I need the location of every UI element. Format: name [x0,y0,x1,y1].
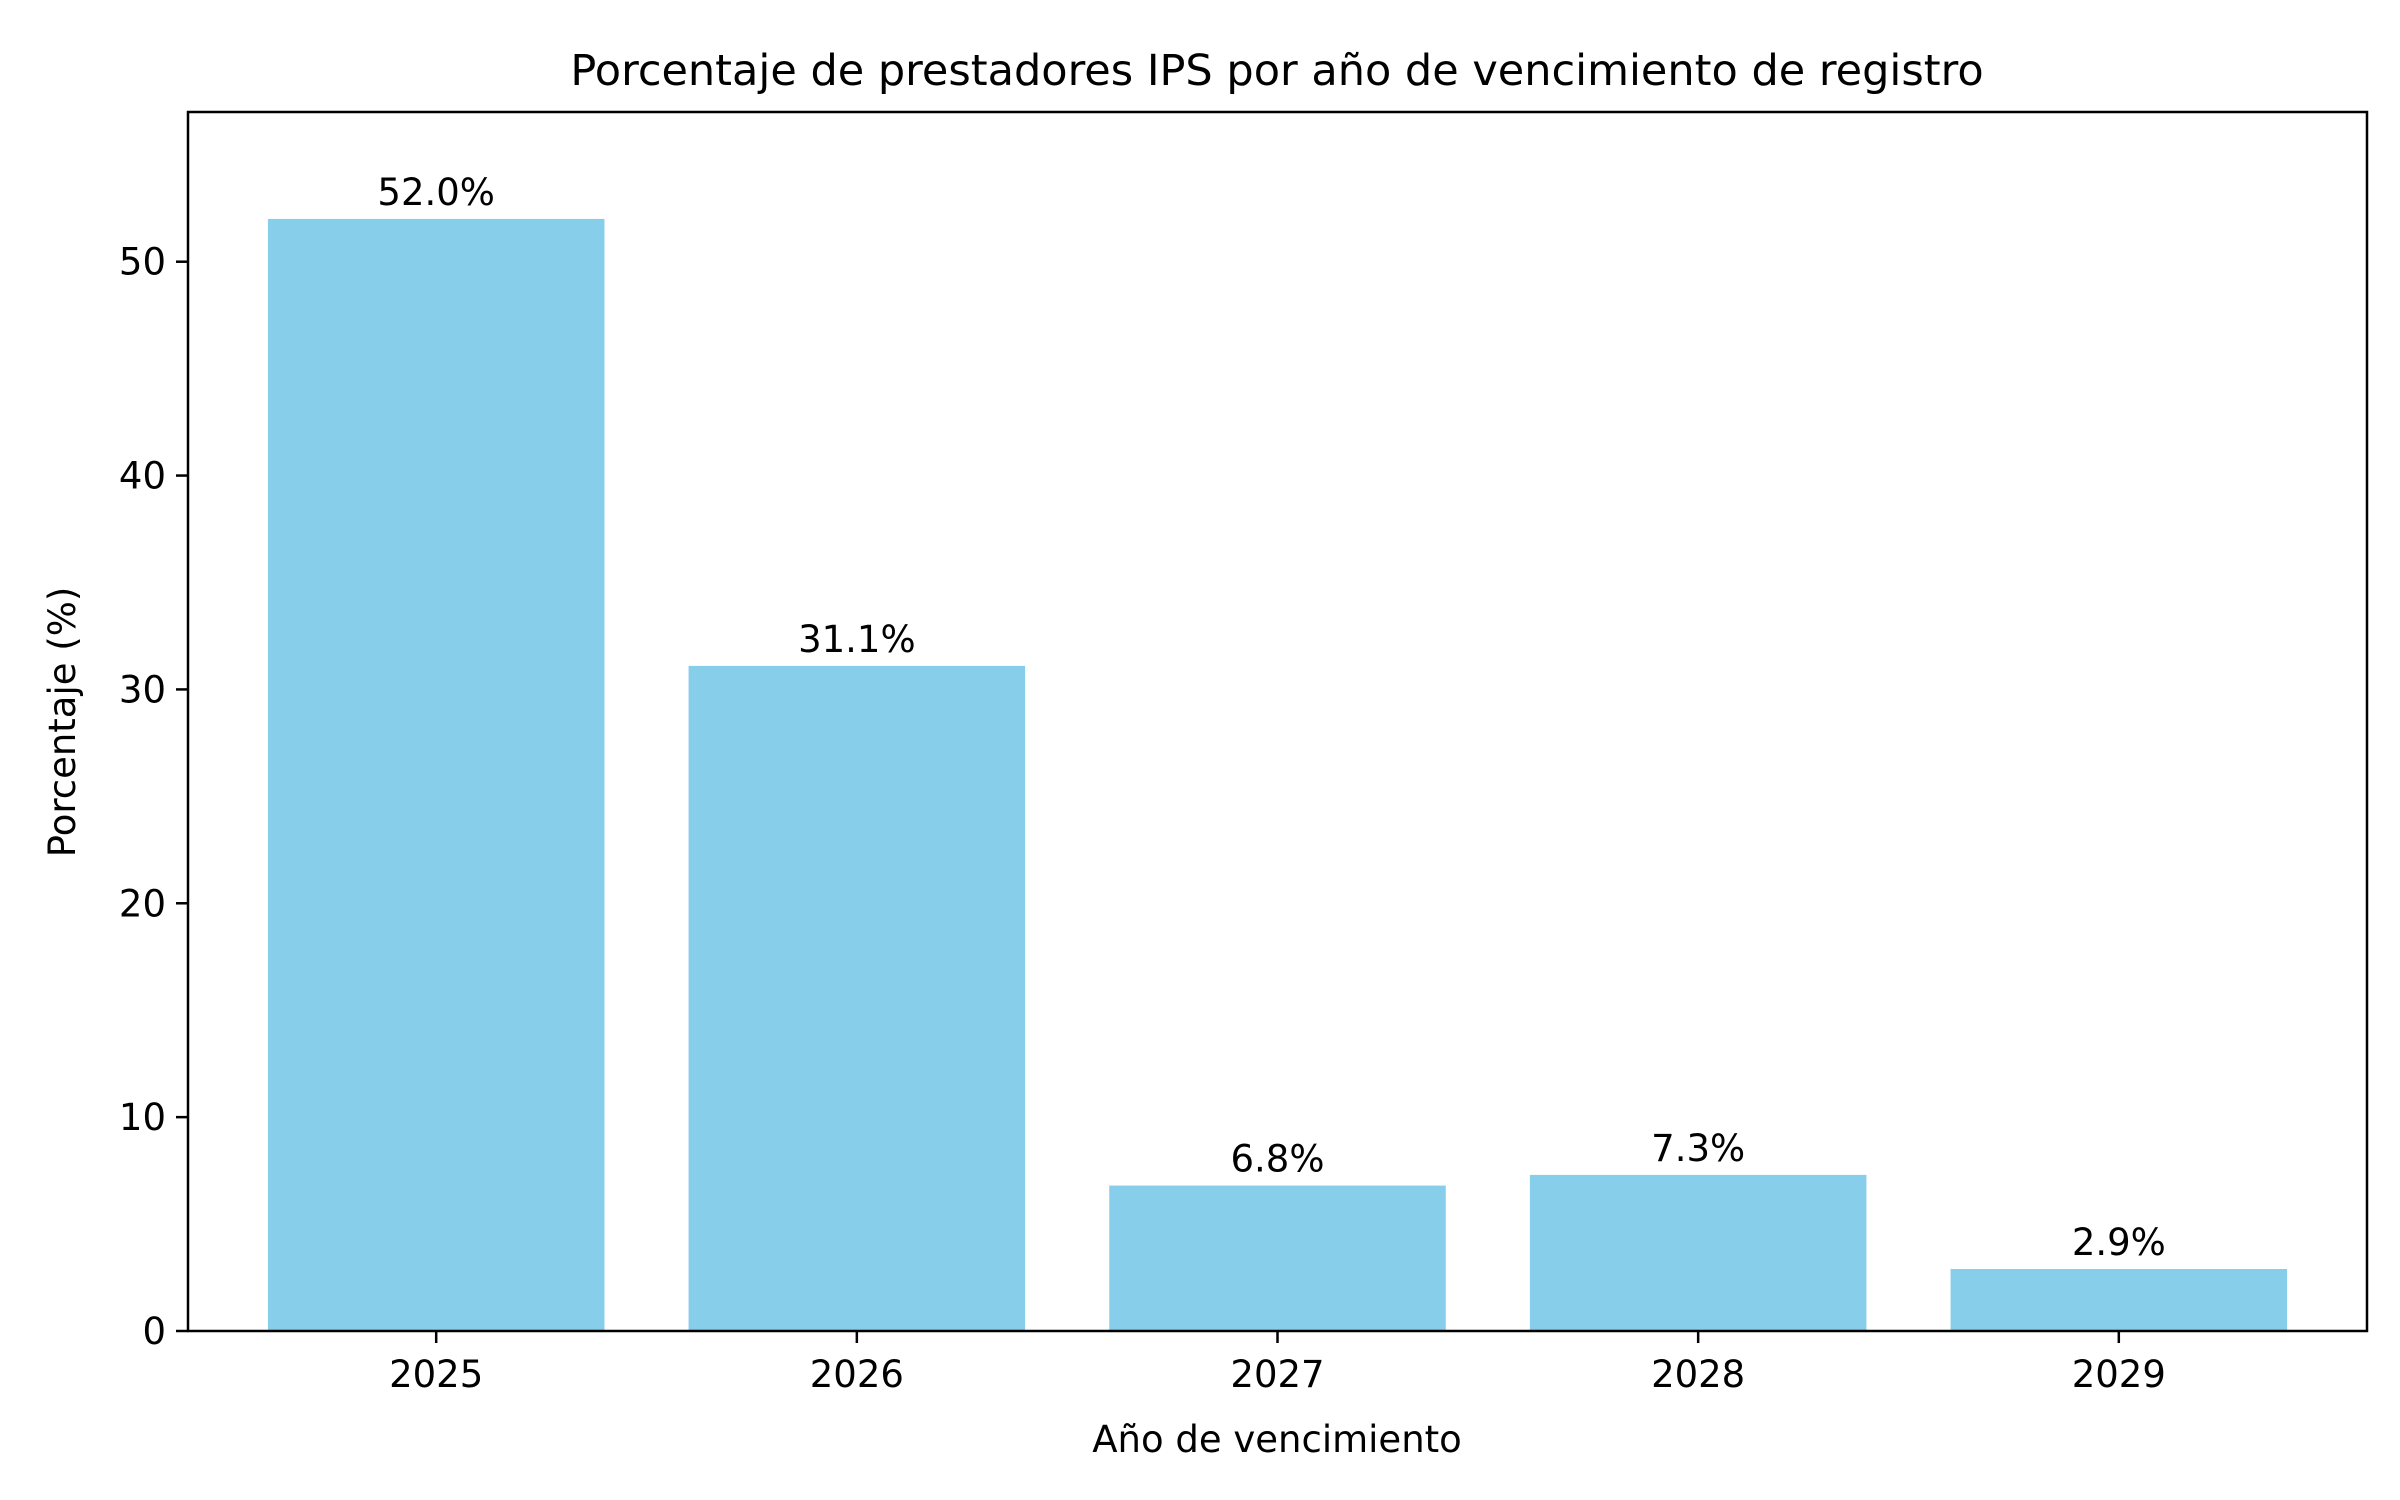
x-tick-label-2029: 2029 [2072,1353,2166,1396]
plot-frame [186,110,2369,1333]
bar-2026 [688,665,1026,1331]
chart-title: Porcentaje de prestadores IPS por año de… [570,46,1983,96]
y-tick-label-10: 10 [119,1096,166,1139]
y-axis-label: Porcentaje (%) [41,587,84,858]
y-tick-label-40: 40 [119,455,166,498]
x-tick-label-2026: 2026 [810,1353,904,1396]
y-tick-label-0: 0 [142,1310,166,1353]
x-tick-label-2028: 2028 [1651,1353,1745,1396]
data-labels-group: 52.0% 31.1% 6.8% 7.3% 2.9% [377,171,2165,1264]
x-axis-label: Año de vencimiento [1092,1418,1462,1461]
x-tick-label-2025: 2025 [389,1353,483,1396]
y-tick-label-20: 20 [119,882,166,925]
data-label-2029: 2.9% [2072,1221,2166,1264]
data-label-2028: 7.3% [1651,1127,1745,1170]
x-axis: 2025 2026 2027 2028 2029 [389,1331,2166,1396]
bars-group [267,218,2288,1332]
y-axis: 0 10 20 30 40 50 [119,241,188,1353]
x-tick-label-2027: 2027 [1230,1353,1324,1396]
data-label-2026: 31.1% [798,618,916,661]
bar-2025 [267,218,605,1332]
data-label-2025: 52.0% [377,171,495,214]
bar-2029 [1950,1268,2288,1331]
bar-2028 [1529,1174,1867,1331]
bar-2027 [1109,1185,1446,1331]
y-tick-label-50: 50 [119,241,166,284]
y-tick-label-30: 30 [119,668,166,711]
data-label-2027: 6.8% [1231,1138,1325,1181]
